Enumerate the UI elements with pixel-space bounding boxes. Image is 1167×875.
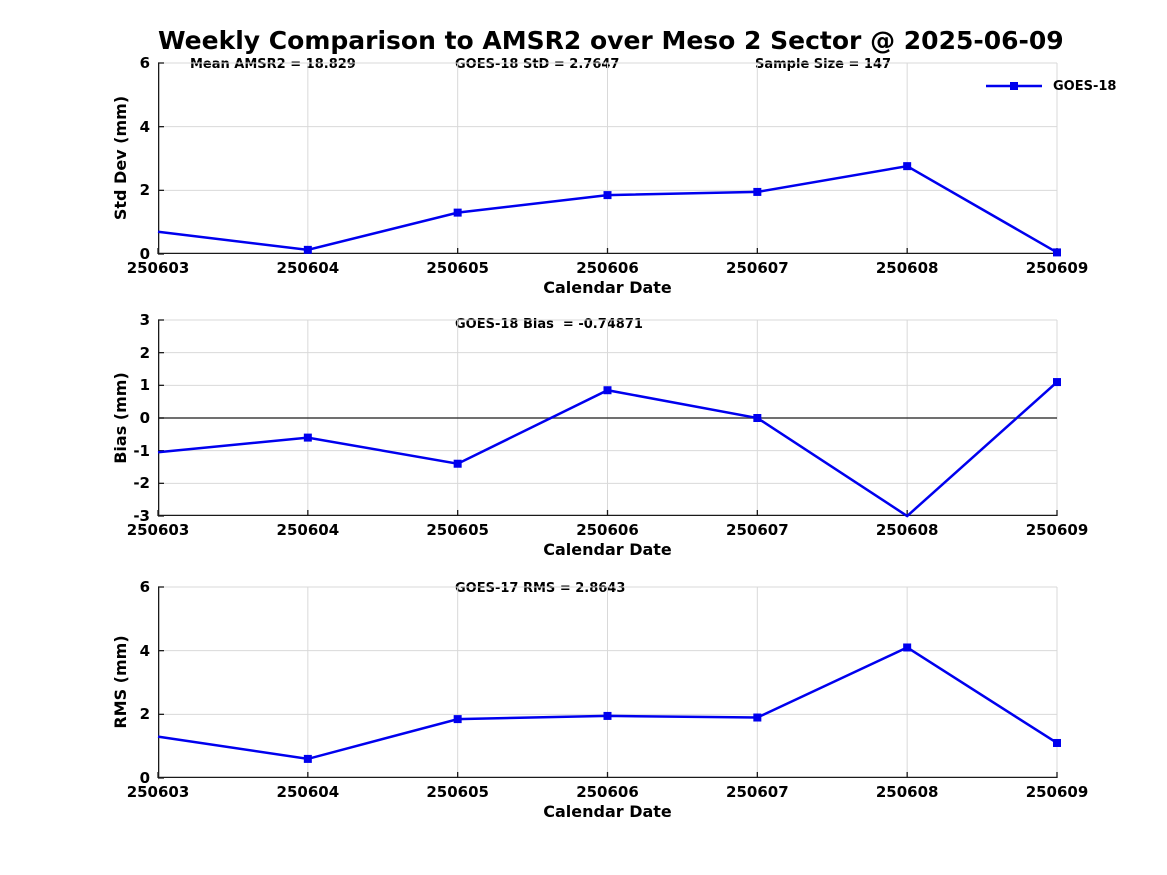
y-tick-label: 6 bbox=[139, 54, 150, 72]
legend-label: GOES-18 bbox=[1053, 78, 1117, 94]
x-tick-label: 250608 bbox=[875, 521, 939, 539]
annotation-goes18-bias: GOES-18 Bias = -0.74871 bbox=[455, 317, 643, 332]
x-tick-label: 250608 bbox=[875, 259, 939, 277]
y-tick-label: -2 bbox=[133, 474, 150, 493]
y-tick-label: 2 bbox=[139, 181, 150, 200]
x-axis-label-stddev: Calendar Date bbox=[543, 278, 672, 297]
x-tick-label: 250605 bbox=[426, 783, 489, 801]
legend: GOES-18 bbox=[984, 78, 1116, 94]
y-tick-label: -1 bbox=[133, 441, 150, 460]
annotation-mean-amsr2: Mean AMSR2 = 18.829 bbox=[190, 57, 356, 72]
x-tick-label: 250609 bbox=[1025, 783, 1089, 801]
x-tick-label: 250604 bbox=[276, 521, 340, 539]
x-tick-label: 250604 bbox=[276, 259, 340, 277]
y-tick-label: 6 bbox=[139, 578, 150, 596]
x-tick-label: 250607 bbox=[726, 521, 789, 539]
y-tick-label: 2 bbox=[139, 343, 150, 362]
annotation-sample-size: Sample Size = 147 bbox=[755, 57, 892, 72]
y-tick-label: 2 bbox=[139, 705, 150, 724]
plot-area-stddev bbox=[157, 62, 1061, 257]
chart-title: Weekly Comparison to AMSR2 over Meso 2 S… bbox=[158, 26, 1064, 55]
plot-area-bias bbox=[157, 319, 1061, 518]
legend-line-sample bbox=[986, 82, 1042, 90]
x-tick-label: 250603 bbox=[126, 259, 190, 277]
x-tick-label: 250606 bbox=[576, 783, 639, 801]
annotation-goes17-rms: GOES-17 RMS = 2.8643 bbox=[455, 581, 626, 596]
x-tick-label: 250607 bbox=[726, 259, 789, 277]
y-axis-label-rms: RMS (mm) bbox=[111, 635, 130, 729]
x-tick-label: 250605 bbox=[426, 259, 489, 277]
y-tick-label: -3 bbox=[133, 507, 150, 525]
x-tick-label: 250609 bbox=[1025, 259, 1089, 277]
y-tick-label: 0 bbox=[139, 769, 150, 787]
x-tick-label: 250604 bbox=[276, 783, 340, 801]
x-tick-label: 250606 bbox=[576, 259, 639, 277]
y-tick-label: 4 bbox=[139, 117, 150, 136]
y-tick-label: 0 bbox=[139, 409, 150, 427]
plot-area-rms bbox=[157, 586, 1061, 779]
x-tick-label: 250605 bbox=[426, 521, 489, 539]
x-tick-label: 250603 bbox=[126, 783, 190, 801]
x-axis-label-rms: Calendar Date bbox=[543, 802, 672, 821]
x-axis-label-bias: Calendar Date bbox=[543, 540, 672, 559]
x-tick-label: 250608 bbox=[875, 783, 939, 801]
y-axis-label-stddev: Std Dev (mm) bbox=[111, 95, 130, 221]
x-tick-label: 250603 bbox=[126, 521, 190, 539]
annotation-goes18-std: GOES-18 StD = 2.7647 bbox=[455, 57, 620, 72]
y-tick-label: 0 bbox=[139, 245, 150, 263]
x-tick-label: 250609 bbox=[1025, 521, 1089, 539]
y-tick-label: 1 bbox=[139, 376, 150, 395]
x-tick-label: 250606 bbox=[576, 521, 639, 539]
y-tick-label: 3 bbox=[139, 311, 150, 329]
y-tick-label: 4 bbox=[139, 641, 150, 660]
x-tick-label: 250607 bbox=[726, 783, 789, 801]
